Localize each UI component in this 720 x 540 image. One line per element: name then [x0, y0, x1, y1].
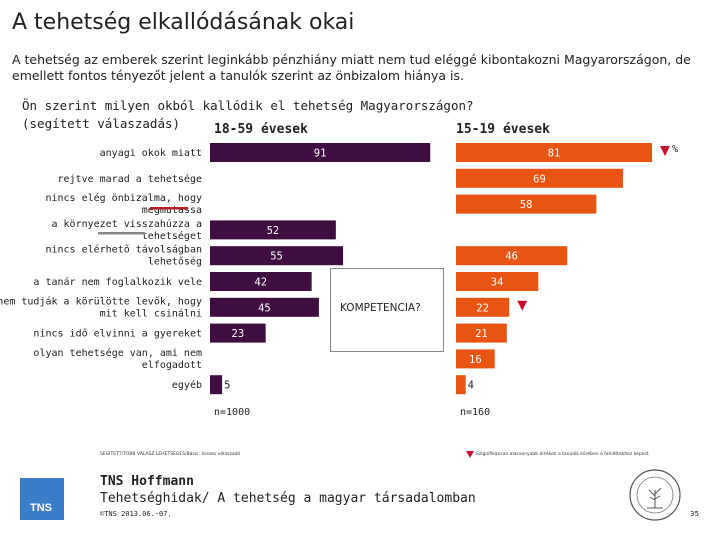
adult-group-header: 18-59 évesek: [214, 122, 308, 137]
legend-marker: [466, 451, 474, 458]
student-bar: [456, 272, 539, 291]
category-label: nincs idő elvinni a gyereket: [33, 328, 202, 340]
student-value-label: 21: [475, 328, 488, 340]
adult-bar: [210, 375, 223, 395]
student-value-label: 58: [520, 199, 533, 211]
adult-value-label: 91: [314, 148, 327, 160]
base-note: SEGÍTETT/TOBB VÁLASZ LEHETSÉGES/Bázis: ö…: [100, 452, 241, 457]
adult-value-label: 42: [254, 277, 267, 289]
adult-sample-size: n=1000: [214, 407, 250, 418]
student-sample-size: n=160: [460, 407, 490, 418]
competence-box: [330, 268, 444, 352]
adult-value-label: 5: [224, 380, 230, 392]
seal-icon: [629, 469, 681, 521]
adult-bar: [210, 323, 266, 343]
adult-bar: [210, 297, 319, 317]
student-bar: [456, 143, 653, 162]
copyright: ©TNS 2013.06.-07.: [100, 510, 172, 518]
category-label: olyan tehetsége van, ami nem elfogadott: [33, 347, 202, 371]
category-label: a tanár nem foglalkozik vele: [33, 276, 202, 288]
page-title: A tehetség elkallódásának okai: [12, 10, 355, 35]
category-label: nincs elérhető távolságban lehetőség: [45, 244, 202, 268]
student-value-label: 81: [548, 148, 561, 160]
student-bar: [456, 168, 623, 188]
logo-text: TNS: [30, 502, 52, 514]
student-group-header: 15-19 évesek: [456, 122, 550, 137]
student-value-label: 69: [533, 173, 546, 185]
adult-bar: [210, 272, 312, 291]
category-label: a környezet visszahúzza a tehetséget: [51, 218, 202, 242]
category-label: rejtve marad a tehetsége: [58, 173, 203, 185]
page-subtitle: A tehetség az emberek szerint leginkább …: [12, 52, 691, 83]
category-label: nincs elég önbizalma, hogy megmutassa: [45, 192, 202, 216]
student-bar: [456, 194, 597, 214]
student-value-label: 22: [476, 302, 489, 314]
student-bar: [456, 375, 466, 395]
category-label: nem tudják a körülötte levők, hogy mit ke…: [0, 295, 202, 319]
adult-value-label: 45: [258, 302, 271, 314]
student-value-label: 34: [491, 277, 504, 289]
survey-question: Ön szerint milyen okból kallódik el tehe…: [22, 98, 474, 113]
page-number: 35: [690, 510, 699, 518]
significance-marker: [660, 146, 671, 156]
category-label: egyéb: [172, 379, 202, 391]
adult-bar: [210, 246, 344, 266]
student-bar: [456, 349, 495, 369]
percent-sign: %: [672, 144, 678, 155]
brand-name: TNS Hoffmann: [100, 474, 194, 489]
adult-value-label: 23: [232, 328, 245, 340]
adult-value-label: 52: [267, 225, 280, 237]
keyword-underline: [98, 232, 145, 235]
project-title: Tehetséghidak/ A tehetség a magyar társa…: [100, 491, 476, 506]
student-value-label: 4: [468, 380, 474, 392]
student-value-label: 46: [505, 251, 518, 263]
significance-legend: Szignifikánsan alacsonyabb értékek a tan…: [476, 452, 649, 457]
student-value-label: 16: [469, 354, 482, 366]
adult-bar: [210, 220, 336, 240]
adult-value-label: 55: [270, 251, 283, 263]
keyword-underline: [150, 207, 188, 210]
category-label: anyagi okok miatt: [100, 148, 202, 159]
tns-logo: TNS: [20, 478, 64, 520]
significance-marker: [517, 300, 528, 311]
student-bar: [456, 323, 507, 343]
competence-label: KOMPETENCIA?: [340, 302, 421, 314]
student-bar: [456, 297, 510, 317]
adult-bar: [210, 143, 431, 162]
student-bar: [456, 246, 568, 266]
answer-note: (segített válaszadás): [22, 116, 181, 131]
